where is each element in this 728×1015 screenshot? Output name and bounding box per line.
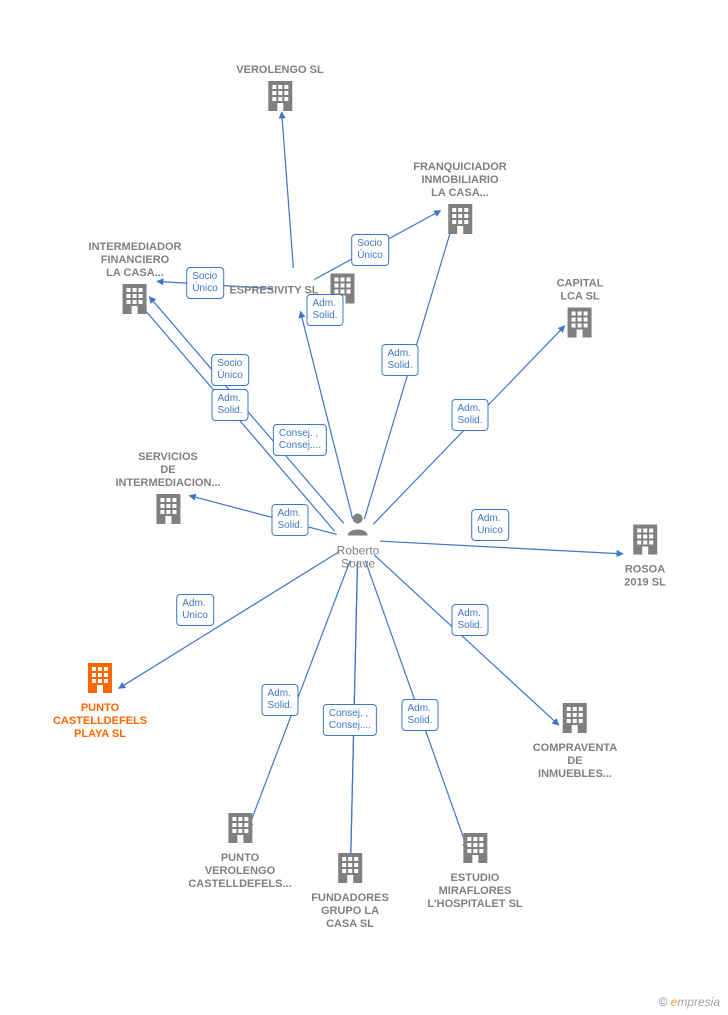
node-estudio[interactable]: ESTUDIO MIRAFLORES L'HOSPITALET SL <box>427 829 522 911</box>
edge-roberto-rosoa <box>380 541 623 554</box>
building-icon <box>262 77 298 118</box>
building-icon <box>627 521 663 562</box>
edge-label-roberto-punto_vero[interactable]: Adm. Solid. <box>261 684 298 716</box>
building-icon <box>222 809 258 850</box>
node-label: COMPRAVENTA DE INMUEBLES... <box>533 742 618 781</box>
node-punto_vero[interactable]: PUNTO VEROLENGO CASTELLDEFELS... <box>188 809 291 891</box>
edge-roberto-espres <box>300 311 352 518</box>
edge-label-espres-intfin[interactable]: Socio Único <box>186 267 224 299</box>
node-label: FRANQUICIADOR INMOBILIARIO LA CASA... <box>413 161 507 200</box>
node-label: ROSOA 2019 SL <box>624 564 666 590</box>
node-verolengo[interactable]: VEROLENGO SL <box>236 62 323 118</box>
node-label: PUNTO CASTELLDEFELS PLAYA SL <box>53 702 147 741</box>
node-capital[interactable]: CAPITAL LCA SL <box>557 276 604 345</box>
edge-roberto-punto_play <box>119 552 340 689</box>
edge-label-roberto-capital[interactable]: Adm. Solid. <box>451 399 488 431</box>
node-servint[interactable]: SERVICIOS DE INTERMEDIACION... <box>115 449 220 531</box>
node-label: PUNTO VEROLENGO CASTELLDEFELS... <box>188 852 291 891</box>
node-label: CAPITAL LCA SL <box>557 278 604 304</box>
edge-label-roberto-compra[interactable]: Adm. Solid. <box>451 604 488 636</box>
node-label: ESTUDIO MIRAFLORES L'HOSPITALET SL <box>427 872 522 911</box>
edge-label-roberto-espres[interactable]: Adm. Solid. <box>306 294 343 326</box>
building-icon <box>457 829 493 870</box>
building-icon <box>442 200 478 241</box>
building-icon <box>562 304 598 345</box>
building-icon <box>150 490 186 531</box>
edge-label-roberto-estudio[interactable]: Adm. Solid. <box>401 699 438 731</box>
node-punto_play[interactable]: PUNTO CASTELLDEFELS PLAYA SL <box>53 659 147 741</box>
node-intfin[interactable]: INTERMEDIADOR FINANCIERO LA CASA... <box>89 239 182 321</box>
node-label: ESPRESIVITY SL <box>229 285 318 298</box>
footer-copyright: © empresia <box>658 995 720 1009</box>
edge-label-roberto-punto_play[interactable]: Adm. Unico <box>176 594 214 626</box>
node-rosoa[interactable]: ROSOA 2019 SL <box>624 521 666 590</box>
edge-espres-verolengo <box>282 112 294 268</box>
edge-label-roberto-fundadores[interactable]: Consej. , Consej.... <box>323 704 377 736</box>
node-label: Roberto Soave <box>337 545 380 571</box>
edge-label-roberto-intfin[interactable]: Adm. Solid. <box>211 389 248 421</box>
person-icon <box>344 510 372 543</box>
node-label: VEROLENGO SL <box>236 64 323 77</box>
node-compra[interactable]: COMPRAVENTA DE INMUEBLES... <box>533 699 618 781</box>
edge-label-roberto-fundadores[interactable]: Consej. , Consej.... <box>273 424 327 456</box>
building-icon <box>557 699 593 740</box>
building-icon <box>117 280 153 321</box>
edge-label-roberto-intfin[interactable]: Socio Único <box>211 354 249 386</box>
node-label: INTERMEDIADOR FINANCIERO LA CASA... <box>89 241 182 280</box>
building-icon <box>82 659 118 700</box>
edge-label-espres-franq[interactable]: Socio Único <box>351 234 389 266</box>
node-roberto[interactable]: Roberto Soave <box>337 510 380 571</box>
node-label: SERVICIOS DE INTERMEDIACION... <box>115 451 220 490</box>
edge-label-roberto-servint[interactable]: Adm. Solid. <box>271 504 308 536</box>
node-label: FUNDADORES GRUPO LA CASA SL <box>311 892 389 931</box>
building-icon <box>332 849 368 890</box>
node-franq[interactable]: FRANQUICIADOR INMOBILIARIO LA CASA... <box>413 159 507 241</box>
node-fundadores[interactable]: FUNDADORES GRUPO LA CASA SL <box>311 849 389 931</box>
edge-label-roberto-rosoa[interactable]: Adm. Unico <box>471 509 509 541</box>
edge-label-roberto-franq[interactable]: Adm. Solid. <box>381 344 418 376</box>
